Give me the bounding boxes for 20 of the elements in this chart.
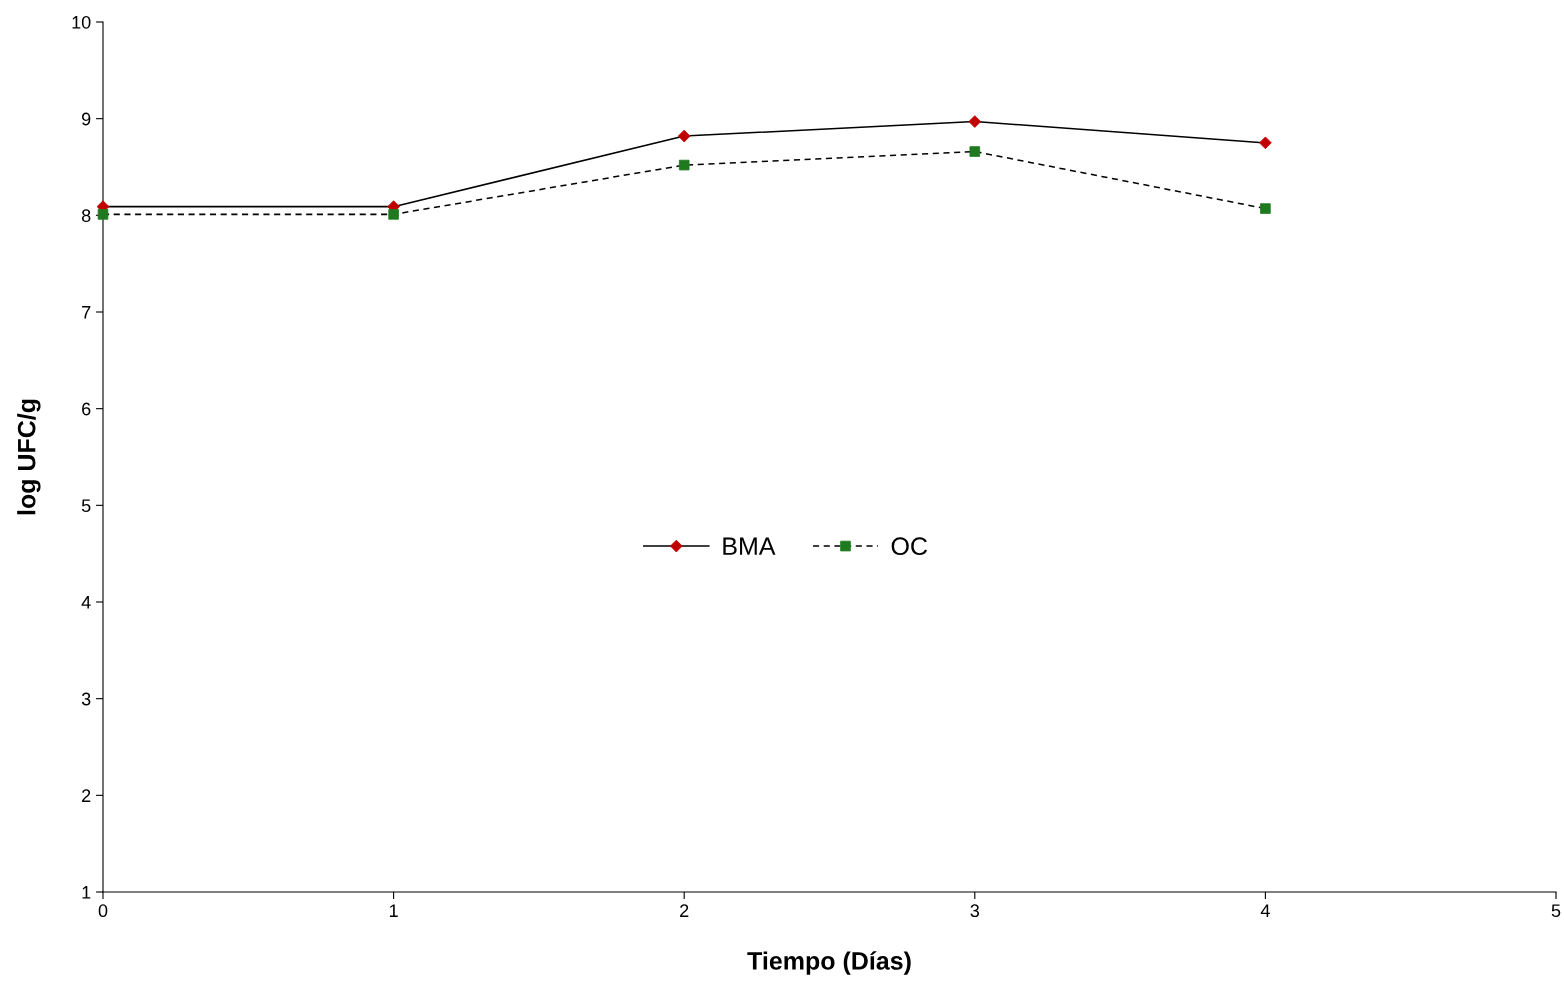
y-tick-label: 3	[81, 692, 91, 706]
x-tick-label: 1	[389, 904, 398, 917]
y-tick-label: 8	[81, 209, 91, 223]
y-tick-label: 4	[81, 596, 91, 609]
y-tick-label: 10	[72, 15, 91, 29]
x-tick-label: 4	[1260, 904, 1270, 917]
legend-label: OC	[891, 537, 928, 556]
x-tick-label: 5	[1551, 904, 1561, 918]
x-tick-label: 0	[98, 904, 108, 918]
y-tick-label: 1	[82, 886, 91, 899]
x-tick-label: 2	[680, 904, 689, 917]
x-tick-label: 3	[970, 904, 980, 918]
x-axis-title: Tiempo (Días)	[747, 951, 911, 975]
y-tick-label: 6	[82, 402, 91, 416]
legend-label: BMA	[723, 537, 776, 555]
y-tick-label: 9	[82, 112, 91, 126]
y-tick-label: 5	[81, 499, 91, 513]
y-tick-label: 7	[82, 306, 91, 319]
y-tick-label: 2	[82, 789, 91, 802]
y-axis-title: log UFC/g	[17, 399, 41, 515]
